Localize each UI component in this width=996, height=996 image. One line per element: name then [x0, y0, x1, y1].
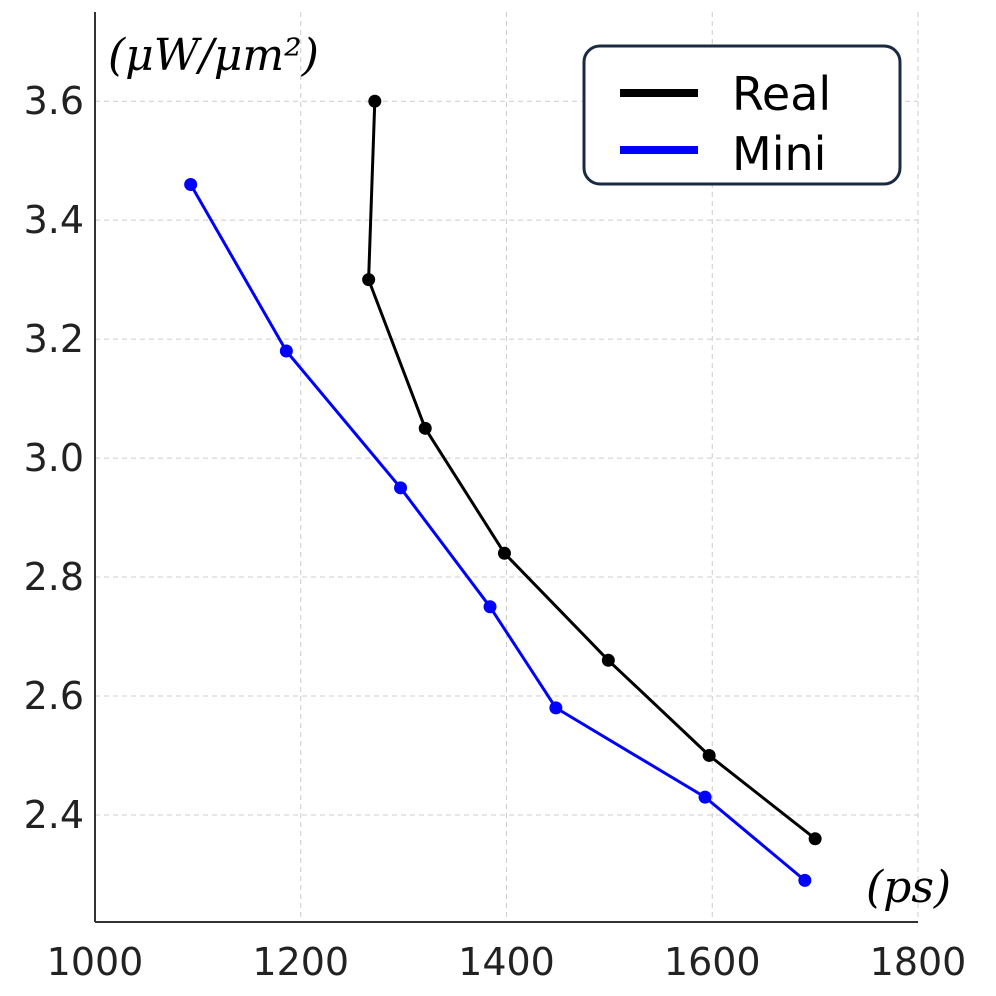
y-axis-label: (μW/μm²) — [108, 30, 319, 81]
x-tick-label: 1600 — [664, 940, 761, 984]
series-line-mini — [189, 183, 806, 882]
y-tick-label: 3.6 — [24, 79, 84, 123]
data-point-real — [497, 546, 511, 560]
y-tick-label: 2.8 — [24, 555, 84, 599]
data-point-mini — [184, 177, 198, 191]
x-tick-label: 1200 — [252, 940, 349, 984]
data-point-real — [808, 832, 822, 846]
legend-label-mini: Mini — [732, 127, 826, 181]
data-point-mini — [483, 600, 497, 614]
data-point-mini — [798, 873, 812, 887]
data-point-real — [418, 421, 432, 435]
data-point-mini — [279, 344, 293, 358]
y-tick-label: 3.0 — [24, 436, 84, 480]
series-group — [184, 94, 822, 887]
data-point-mini — [549, 701, 563, 715]
data-point-real — [362, 273, 376, 287]
data-point-real — [702, 748, 716, 762]
x-tick-label: 1000 — [47, 940, 144, 984]
axes — [94, 12, 918, 923]
grid — [95, 12, 919, 922]
x-tick-label: 1800 — [870, 940, 967, 984]
y-tick-label: 2.6 — [24, 674, 84, 718]
y-tick-label: 3.2 — [24, 317, 84, 361]
x-axis-label: (ps) — [866, 862, 951, 913]
y-tick-label: 3.4 — [24, 198, 84, 242]
data-point-mini — [394, 481, 408, 495]
data-point-real — [368, 94, 382, 108]
y-tick-label: 2.4 — [24, 793, 84, 837]
data-point-mini — [698, 790, 712, 804]
legend: Real Mini — [582, 44, 902, 186]
x-tick-label: 1400 — [458, 940, 555, 984]
legend-label-real: Real — [732, 67, 831, 121]
tick-labels: 1000 1200 1400 1600 1800 2.4 2.6 2.8 3.0 3.2 3.4 3.… — [24, 79, 967, 984]
data-point-real — [601, 653, 615, 667]
